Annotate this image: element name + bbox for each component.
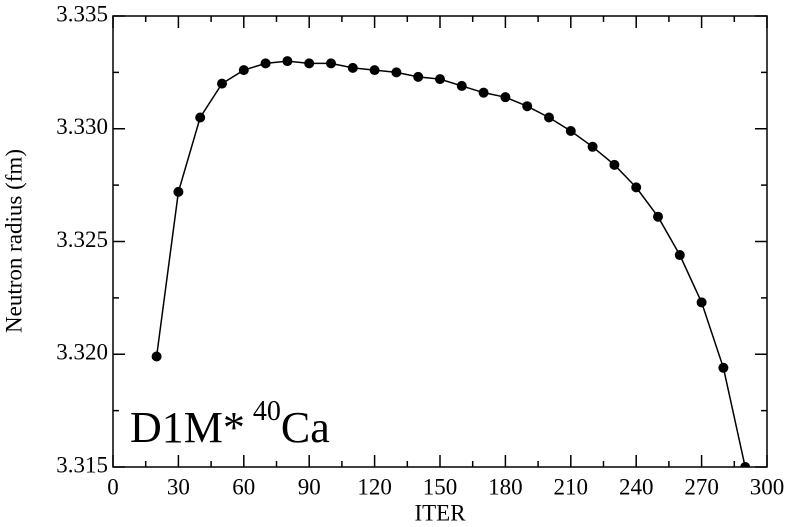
data-point: [522, 101, 533, 112]
data-point: [413, 71, 424, 82]
data-point: [195, 112, 206, 123]
data-point: [217, 78, 227, 89]
annotation-text: D1M*: [130, 403, 245, 452]
data-point: [173, 186, 184, 197]
data-point: [369, 65, 380, 76]
x-tick-label: 30: [167, 474, 190, 499]
x-tick-label: 210: [554, 474, 589, 499]
data-point: [565, 126, 576, 137]
x-tick-label: 90: [298, 474, 321, 499]
data-point: [674, 250, 685, 261]
data-point: [478, 87, 489, 98]
data-point: [282, 56, 293, 67]
data-point: [347, 62, 358, 73]
data-point: [456, 80, 467, 91]
x-tick-label: 0: [107, 474, 119, 499]
x-tick-label: 270: [684, 474, 719, 499]
data-point: [238, 65, 249, 76]
data-point: [326, 58, 336, 69]
plot-area: [151, 56, 751, 467]
y-tick-label: 3.335: [56, 1, 108, 26]
y-tick-label: 3.325: [56, 227, 108, 252]
data-point: [696, 297, 707, 308]
data-point: [151, 351, 162, 362]
annotation: D1M* 40Ca: [130, 396, 330, 452]
y-tick-label: 3.315: [56, 452, 108, 477]
x-tick-label: 300: [750, 474, 785, 499]
x-tick-label: 150: [423, 474, 458, 499]
data-point: [587, 141, 598, 152]
data-point: [740, 462, 751, 467]
data-point: [609, 159, 620, 170]
x-tick-label: 60: [232, 474, 255, 499]
x-tick-label: 180: [488, 474, 523, 499]
data-point: [631, 182, 642, 193]
data-point: [653, 211, 663, 222]
x-tick-label: 240: [619, 474, 654, 499]
annotation-base: Ca: [281, 403, 330, 452]
data-point: [435, 74, 445, 85]
data-point: [391, 67, 402, 78]
x-axis-label: ITER: [414, 500, 466, 525]
y-tick-label: 3.320: [56, 340, 108, 365]
data-point: [544, 112, 554, 123]
data-point: [260, 58, 271, 69]
y-tick-label: 3.330: [56, 114, 108, 139]
data-point: [718, 362, 729, 373]
series-line: [155, 60, 746, 467]
y-axis-label: Neutron radius (fm): [1, 149, 26, 333]
x-tick-label: 120: [357, 474, 392, 499]
annotation-superscript: 40: [253, 396, 281, 427]
data-point: [500, 92, 511, 103]
data-point: [304, 58, 315, 69]
